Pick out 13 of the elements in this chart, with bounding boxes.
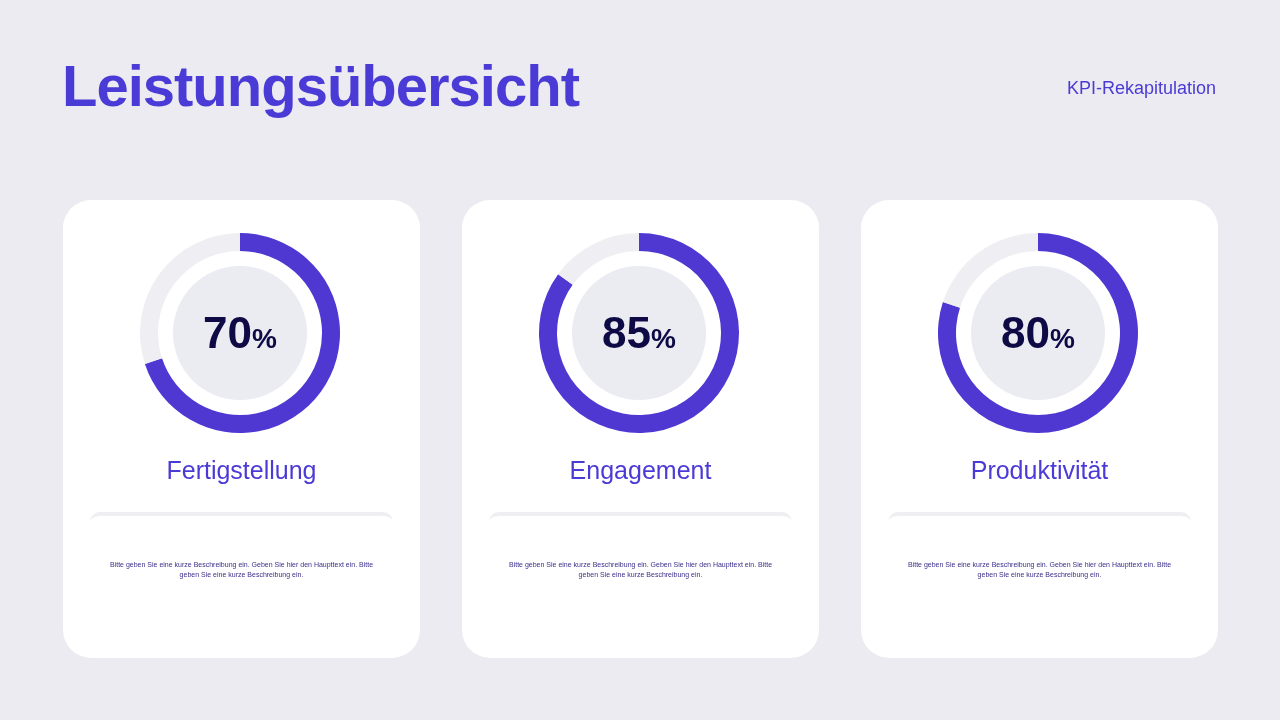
text: Leistungsübersicht <box>62 52 579 119</box>
data-label: 80% <box>1001 308 1075 357</box>
donut-slice <box>539 233 739 433</box>
donut-slice <box>938 233 1138 433</box>
text: KPI-Rekapitulation <box>1066 78 1216 99</box>
text: Fertigstellung <box>165 456 318 485</box>
data-label: 85% <box>602 308 676 357</box>
data-label: 70% <box>203 308 277 357</box>
donut-slice <box>144 233 340 433</box>
donut-slice <box>942 233 1038 308</box>
donut-slice <box>558 233 639 285</box>
text: Produktivität <box>969 456 1110 485</box>
text: Engagement <box>568 456 713 485</box>
